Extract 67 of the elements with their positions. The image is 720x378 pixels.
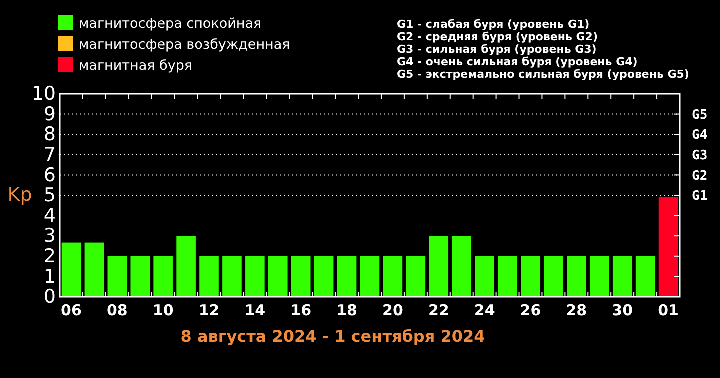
- x-axis-title: 8 августа 2024 - 1 сентября 2024: [180, 327, 486, 346]
- y-tick-label: 2: [44, 245, 56, 268]
- y-tick-label: 7: [44, 144, 56, 166]
- bar: [658, 198, 678, 297]
- bar: [62, 242, 82, 297]
- bar: [521, 256, 540, 297]
- y-tick-label: 0: [44, 286, 56, 308]
- text: G2 - средняя буря (уровень G2): [397, 30, 598, 44]
- y-tick-label: 10: [32, 83, 56, 106]
- bar: [360, 256, 380, 297]
- bar: [498, 256, 518, 297]
- x-tick-label: 08: [106, 302, 128, 320]
- y-tick-label: 4: [44, 204, 56, 227]
- bar: [612, 256, 632, 297]
- text: G5 - экстремально сильная буря (уровень G5): [397, 68, 690, 81]
- x-tick-label: 14: [244, 302, 266, 320]
- bar: [176, 236, 196, 297]
- ref-line-label: G2: [692, 168, 708, 184]
- x-tick-label: 22: [428, 302, 450, 320]
- bar: [246, 256, 265, 297]
- x-tick-label: 20: [382, 302, 404, 320]
- x-tick-label: 10: [152, 302, 174, 320]
- bar: [383, 256, 403, 297]
- x-tick-label: 18: [336, 302, 358, 320]
- y-tick-label: 5: [44, 184, 56, 207]
- text: G1 - слабая буря (уровень G1): [397, 18, 590, 31]
- ref-line-label: G5: [692, 108, 708, 123]
- bar: [544, 256, 564, 297]
- y-tick-label: 8: [44, 124, 56, 146]
- bar: [314, 256, 334, 297]
- bar: [291, 256, 311, 297]
- bar: [452, 236, 472, 297]
- bar: [636, 256, 656, 297]
- x-tick-label: 28: [566, 302, 588, 320]
- y-tick-label: 9: [44, 103, 56, 126]
- x-tick-label: 01: [658, 302, 679, 320]
- x-tick-label: 06: [61, 302, 82, 320]
- bar: [475, 256, 494, 297]
- bar: [154, 256, 173, 297]
- bar: [222, 256, 242, 297]
- bar: [567, 256, 586, 297]
- ref-line-label: G4: [692, 128, 708, 144]
- x-tick-label: 24: [474, 302, 496, 320]
- x-tick-label: 12: [198, 302, 220, 320]
- bar: [337, 256, 357, 297]
- bar: [590, 256, 610, 297]
- y-axis-title: Kp: [8, 184, 32, 206]
- y-tick-label: 3: [44, 225, 56, 248]
- legend-label: магнитосфера возбужденная: [79, 37, 290, 53]
- bar: [84, 242, 104, 297]
- x-tick-label: 16: [290, 302, 312, 320]
- bar: [130, 256, 150, 297]
- bar: [268, 256, 288, 297]
- ref-line-label: G1: [692, 189, 708, 204]
- bar: [406, 256, 426, 297]
- legend-label: магнитная буря: [79, 58, 193, 74]
- bar: [429, 236, 449, 297]
- legend-label: магнитосфера спокойная: [79, 16, 262, 32]
- x-tick-label: 30: [612, 302, 634, 320]
- y-tick-label: 6: [44, 164, 56, 186]
- x-tick-label: 26: [520, 302, 542, 320]
- bar: [200, 256, 219, 297]
- bar: [108, 256, 128, 297]
- y-tick-label: 1: [44, 266, 56, 288]
- text: G3 - сильная буря (уровень G3): [397, 43, 597, 56]
- ref-line-label: G3: [692, 148, 708, 164]
- text: G4 - очень сильная буря (уровень G4): [397, 56, 638, 68]
